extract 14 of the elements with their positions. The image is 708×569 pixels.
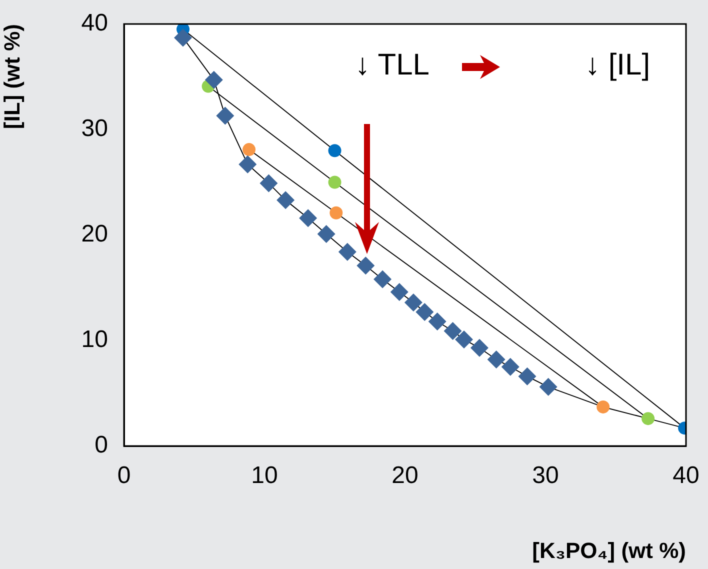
y-tick-label: 30 [81, 115, 108, 142]
y-tick-label: 10 [81, 326, 108, 354]
x-axis-title: [K₃PO₄] (wt %) [532, 538, 686, 563]
annotation: ↓ TLL [355, 48, 430, 82]
y-tick-label: 0 [94, 432, 108, 459]
x-tick-label: 10 [251, 462, 278, 490]
y-axis-title: [IL] (wt %) [0, 24, 24, 130]
x-tick-label: 0 [117, 462, 131, 490]
annotation: ↓ [IL] [585, 48, 650, 82]
x-tick-label: 40 [672, 462, 700, 490]
x-tick-label: 30 [532, 462, 559, 490]
y-tick-label: 20 [81, 220, 108, 248]
y-tick-label: 40 [81, 10, 108, 37]
x-tick-label: 20 [392, 462, 418, 490]
